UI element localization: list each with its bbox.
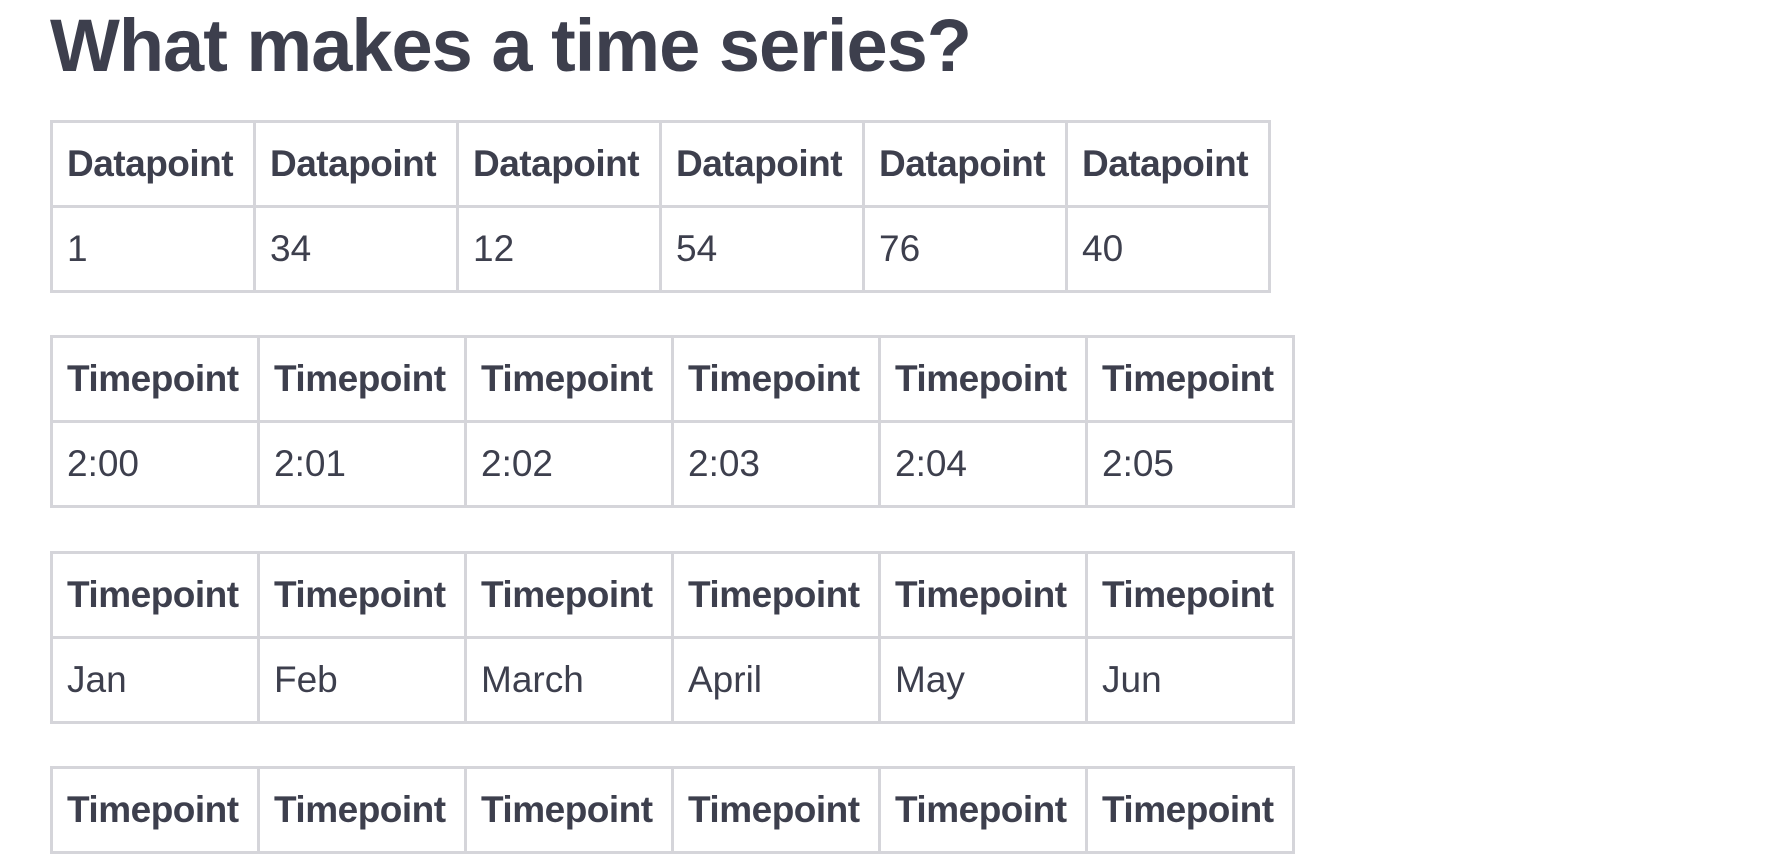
table-header-cell: Datapoint [1065,120,1271,208]
table-header-row: Datapoint Datapoint Datapoint Datapoint … [50,120,1271,208]
table-cell: 2:00 [50,420,260,508]
table-row: Jan Feb March April May Jun [50,636,1295,724]
table-cell: May [878,636,1088,724]
table-header-cell: Timepoint [464,766,674,854]
table-cell: Jan [50,636,260,724]
table-cell: 34 [253,205,459,293]
datapoint-table: Datapoint Datapoint Datapoint Datapoint … [50,120,1271,293]
table-header-cell: Datapoint [50,120,256,208]
table-header-cell: Timepoint [671,335,881,423]
table-header-cell: Timepoint [257,766,467,854]
table-cell: Jun [1085,636,1295,724]
table-header-cell: Timepoint [464,335,674,423]
table-header-cell: Datapoint [659,120,865,208]
timepoint-months-table: Timepoint Timepoint Timepoint Timepoint … [50,551,1295,724]
table-cell: 1 [50,205,256,293]
timepoint-clock-table: Timepoint Timepoint Timepoint Timepoint … [50,335,1295,508]
table-cell: 2:04 [878,420,1088,508]
table-header-cell: Timepoint [1085,551,1295,639]
table-cell: April [671,636,881,724]
table-header-cell: Timepoint [878,335,1088,423]
table-header-cell: Timepoint [50,551,260,639]
table-header-cell: Timepoint [1085,335,1295,423]
table-header-cell: Timepoint [671,766,881,854]
table-header-cell: Datapoint [253,120,459,208]
table-header-cell: Timepoint [671,551,881,639]
table-header-cell: Timepoint [878,766,1088,854]
table-cell: 40 [1065,205,1271,293]
table-row: 2:00 2:01 2:02 2:03 2:04 2:05 [50,420,1295,508]
table-header-cell: Timepoint [50,766,260,854]
table-cell: 2:03 [671,420,881,508]
table-header-cell: Datapoint [862,120,1068,208]
table-header-cell: Timepoint [257,551,467,639]
table-header-cell: Timepoint [878,551,1088,639]
table-header-cell: Timepoint [50,335,260,423]
table-cell: March [464,636,674,724]
table-header-row: Timepoint Timepoint Timepoint Timepoint … [50,766,1295,854]
table-cell: 2:05 [1085,420,1295,508]
table-header-cell: Timepoint [464,551,674,639]
table-cell: 12 [456,205,662,293]
table-header-row: Timepoint Timepoint Timepoint Timepoint … [50,335,1295,423]
table-cell: Feb [257,636,467,724]
table-cell: 54 [659,205,865,293]
page-title: What makes a time series? [50,4,972,87]
table-row: 1 34 12 54 76 40 [50,205,1271,293]
table-cell: 2:01 [257,420,467,508]
table-header-cell: Datapoint [456,120,662,208]
timepoint-partial-table: Timepoint Timepoint Timepoint Timepoint … [50,766,1295,854]
table-header-cell: Timepoint [1085,766,1295,854]
table-cell: 76 [862,205,1068,293]
table-header-cell: Timepoint [257,335,467,423]
table-header-row: Timepoint Timepoint Timepoint Timepoint … [50,551,1295,639]
table-cell: 2:02 [464,420,674,508]
